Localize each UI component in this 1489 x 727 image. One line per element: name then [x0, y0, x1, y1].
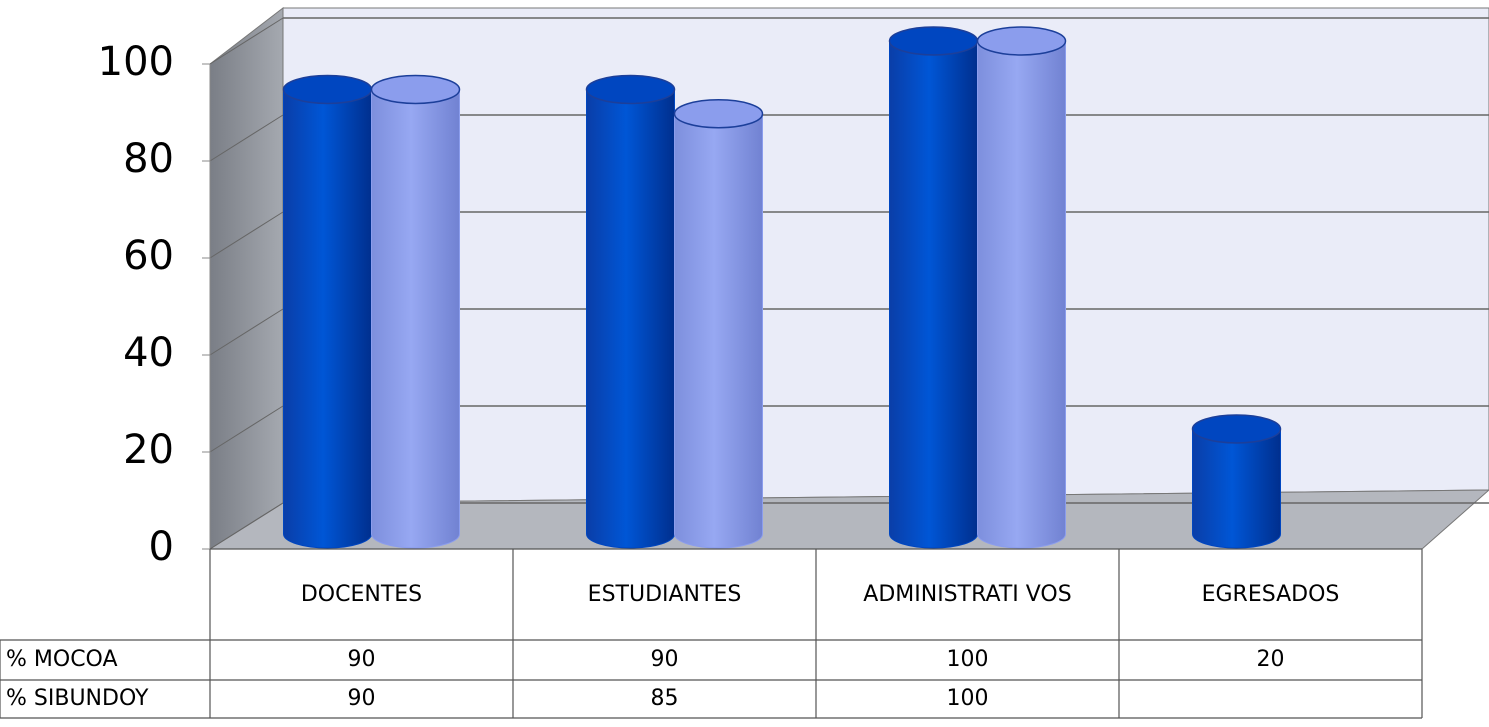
data-label: 85	[651, 686, 679, 711]
data-label: 90	[348, 686, 376, 711]
grid-line-side	[209, 211, 284, 259]
data-label: 90	[651, 647, 679, 672]
y-tick-label: 20	[123, 427, 174, 473]
bar-body	[674, 113, 763, 549]
bar-top	[282, 74, 373, 105]
data-label: 90	[348, 647, 376, 672]
grid-line-side	[209, 502, 284, 550]
grid-line-side	[209, 405, 284, 453]
x-tick-label: ADMINISTRATI VOS	[863, 582, 1072, 607]
bar	[1191, 414, 1282, 549]
y-tick-label: 100	[98, 39, 174, 85]
bar-top	[370, 74, 461, 105]
category-cell: ESTUDIANTES	[513, 549, 816, 640]
y-tick-label: 60	[123, 233, 174, 279]
y-tick-label: 80	[123, 136, 174, 182]
y-tick-label: 40	[123, 330, 174, 376]
bar	[976, 26, 1067, 549]
bar	[282, 74, 373, 549]
bar	[585, 74, 676, 549]
x-tick-label-box: ADMINISTRATI VOS	[816, 549, 1119, 640]
bar-body	[1192, 428, 1281, 549]
grid-line-side	[209, 114, 284, 162]
bar-body	[283, 89, 372, 549]
x-tick-label-box: EGRESADOS	[1119, 549, 1422, 640]
bar-body	[889, 40, 978, 549]
bar-top	[585, 74, 676, 105]
data-label: 100	[947, 686, 989, 711]
grid-line-side	[209, 17, 284, 65]
bar-body	[371, 89, 460, 549]
x-tick-label: ESTUDIANTES	[587, 582, 742, 607]
bar-top	[1191, 414, 1282, 444]
category-cell: DOCENTES	[210, 549, 513, 640]
grid-line-side	[209, 308, 284, 356]
y-tick-label: 0	[149, 524, 174, 570]
bar	[673, 99, 764, 549]
legend-label: % MOCOA	[6, 647, 118, 672]
bar-top	[673, 99, 764, 129]
data-label: 20	[1257, 647, 1285, 672]
bar-body	[586, 89, 675, 549]
x-tick-label-box: DOCENTES	[210, 549, 513, 640]
bar	[888, 26, 979, 549]
x-tick-label: DOCENTES	[300, 582, 423, 607]
side-wall	[209, 6, 284, 550]
bar	[370, 74, 461, 549]
x-tick-label-box: ESTUDIANTES	[513, 549, 816, 640]
back-wall	[282, 7, 1489, 504]
x-tick-label: EGRESADOS	[1201, 582, 1340, 607]
legend-label: % SIBUNDOY	[6, 686, 149, 711]
category-cell: EGRESADOS	[1119, 549, 1422, 640]
data-label: 100	[947, 647, 989, 672]
bar-body	[977, 40, 1066, 549]
bar-top	[976, 26, 1067, 56]
category-cell: ADMINISTRATI VOS	[816, 549, 1119, 640]
bar-top	[888, 26, 979, 56]
